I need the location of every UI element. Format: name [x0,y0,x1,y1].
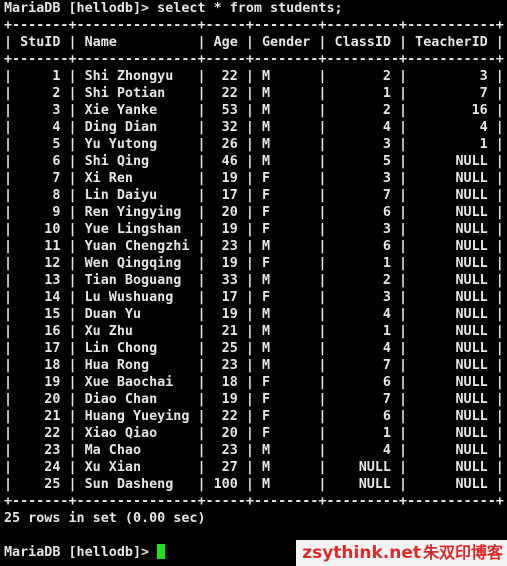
table-row: | 6 | Shi Qing | 46 | M | 5 | NULL | [4,154,504,169]
cursor [157,544,166,559]
table-row: | 20 | Diao Chan | 19 | F | 7 | NULL | [4,392,504,407]
table-row: | 16 | Xu Zhu | 21 | M | 1 | NULL | [4,324,504,339]
table-border-top: +-------+---------------+-----+--------+… [4,18,504,33]
table-row: | 13 | Tian Boguang | 33 | M | 2 | NULL … [4,273,504,288]
table-row: | 4 | Ding Dian | 32 | M | 4 | 4 | [4,120,504,135]
table-row: | 9 | Ren Yingying | 20 | F | 6 | NULL | [4,205,504,220]
watermark-name: 朱双印博客 [422,543,503,562]
watermark-site: zsythink.net [302,543,421,563]
result-summary: 25 rows in set (0.00 sec) [4,511,206,526]
table-row: | 15 | Duan Yu | 19 | M | 4 | NULL | [4,307,504,322]
terminal-window[interactable]: MariaDB [hellodb]> select * from student… [4,0,507,566]
table-row: | 10 | Yue Lingshan | 19 | F | 3 | NULL … [4,222,504,237]
table-row: | 19 | Xue Baochai | 18 | F | 6 | NULL | [4,375,504,390]
table-row: | 5 | Yu Yutong | 26 | M | 3 | 1 | [4,137,504,152]
table-row: | 1 | Shi Zhongyu | 22 | M | 2 | 3 | [4,69,504,84]
watermark: zsythink.net 朱双印博客 [296,540,507,566]
command-line: MariaDB [hellodb]> select * from student… [4,1,343,16]
table-header-row: | StuID | Name | Age | Gender | ClassID … [4,35,504,50]
table-row: | 8 | Lin Daiyu | 17 | F | 7 | NULL | [4,188,504,203]
table-border-bottom: +-------+---------------+-----+--------+… [4,494,504,509]
table-row: | 21 | Huang Yueying | 22 | F | 6 | NULL… [4,409,504,424]
table-row: | 25 | Sun Dasheng | 100 | M | NULL | NU… [4,477,504,492]
table-row: | 11 | Yuan Chengzhi | 23 | M | 6 | NULL… [4,239,504,254]
table-border-header: +-------+---------------+-----+--------+… [4,52,504,67]
table-row: | 22 | Xiao Qiao | 20 | F | 1 | NULL | [4,426,504,441]
prompt-line[interactable]: MariaDB [hellodb]> [4,544,507,561]
table-row: | 2 | Shi Potian | 22 | M | 1 | 7 | [4,86,504,101]
table-row: | 12 | Wen Qingqing | 19 | F | 1 | NULL … [4,256,504,271]
table-row: | 18 | Hua Rong | 23 | M | 7 | NULL | [4,358,504,373]
table-row: | 7 | Xi Ren | 19 | F | 3 | NULL | [4,171,504,186]
prompt-text: MariaDB [hellodb]> [4,545,158,560]
table-row: | 3 | Xie Yanke | 53 | M | 2 | 16 | [4,103,504,118]
table-row: | 24 | Xu Xian | 27 | M | NULL | NULL | [4,460,504,475]
table-row: | 14 | Lu Wushuang | 17 | F | 3 | NULL | [4,290,504,305]
table-row: | 17 | Lin Chong | 25 | M | 4 | NULL | [4,341,504,356]
table-row: | 23 | Ma Chao | 23 | M | 4 | NULL | [4,443,504,458]
